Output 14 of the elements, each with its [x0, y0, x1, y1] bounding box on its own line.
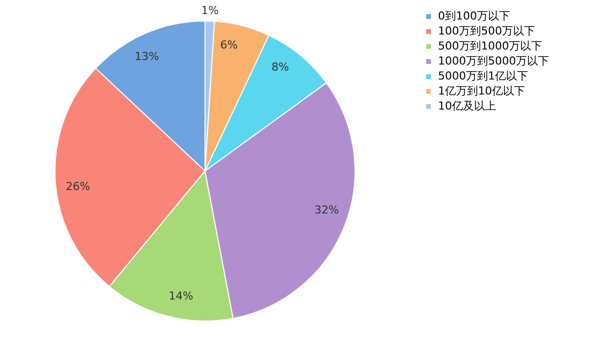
data-label: 6%: [220, 38, 238, 52]
data-label: 1%: [201, 4, 219, 18]
data-label: 32%: [314, 204, 339, 217]
legend-label: 5000万到1亿以下: [438, 70, 528, 82]
legend-label: 10亿及以上: [438, 100, 496, 112]
data-label: 8%: [272, 60, 289, 74]
data-label: 13%: [134, 50, 160, 63]
legend-label: 500万到1000万以下: [438, 40, 542, 52]
legend-label: 1000万到5000万以下: [438, 54, 549, 68]
data-label: 14%: [168, 290, 194, 303]
legend-label: 1亿万到10亿以下: [438, 84, 525, 98]
legend-label: 100万到500万以下: [438, 24, 535, 38]
data-label: 26%: [66, 180, 90, 194]
legend-label: 0到100万以下: [438, 10, 510, 22]
